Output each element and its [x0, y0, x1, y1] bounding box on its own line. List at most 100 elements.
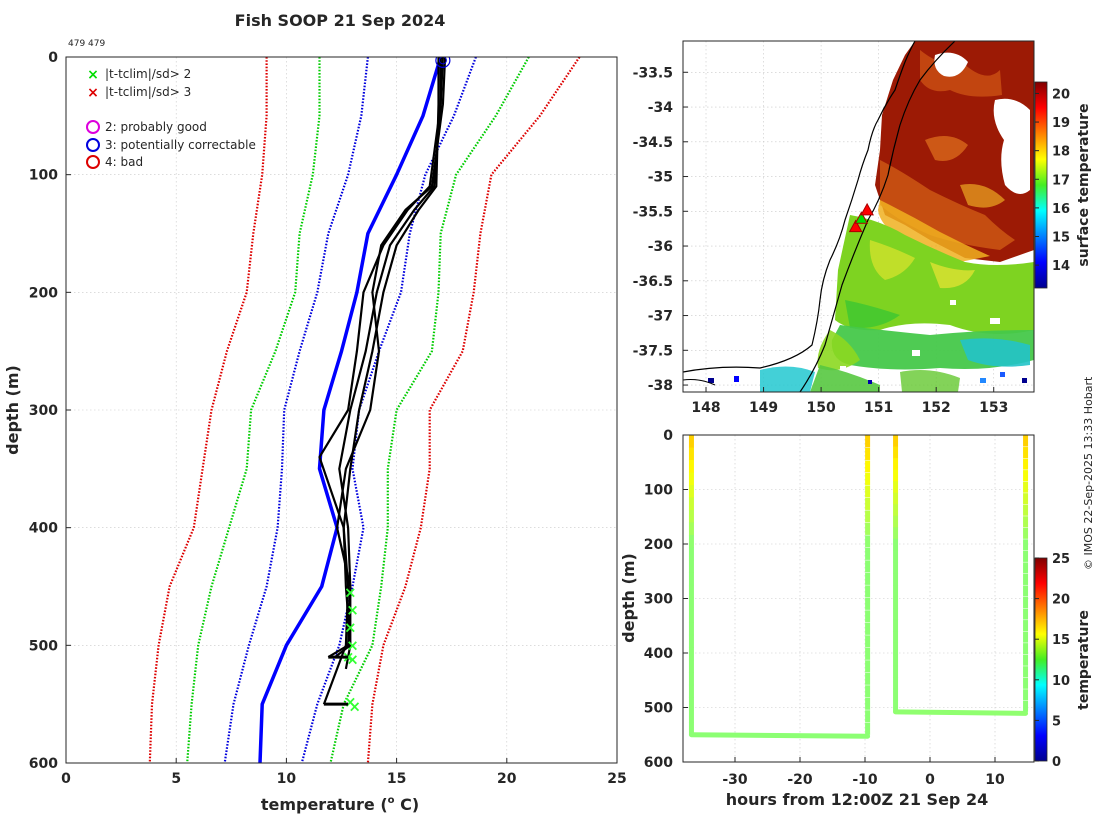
- x-tick-label: 148: [691, 400, 720, 416]
- track-marker-icon: [848, 219, 863, 233]
- flag-marker-green-icon: ×: [344, 583, 357, 601]
- legend-label: 3: potentially correctable: [105, 138, 256, 152]
- series-line: [366, 57, 581, 763]
- y-tick-label: 100: [644, 483, 673, 499]
- circle-marker-magenta-icon: [86, 120, 100, 134]
- colorbar-tick-label: 25: [1052, 552, 1070, 567]
- y-tick-label: 0: [663, 428, 673, 444]
- x-tick-label: 149: [749, 400, 778, 416]
- legend-label: |t-tclim|/sd> 2: [105, 67, 191, 81]
- series-group-a: ××××××××: [148, 57, 581, 763]
- y-tick-label: 400: [29, 521, 58, 537]
- series-group-c: [688, 435, 1029, 739]
- series-line: [148, 57, 268, 763]
- chart-title: Fish SOOP 21 Sep 2024: [235, 11, 446, 30]
- profile-line: [318, 57, 444, 658]
- profile-line: [322, 57, 440, 705]
- series-line: [329, 57, 530, 763]
- temperature-profile-chart: Fish SOOP 21 Sep 2024 479 479 ×××××××× 0…: [3, 11, 627, 814]
- x-tick-label: 151: [864, 400, 893, 416]
- y-tick-label: -37: [648, 309, 673, 325]
- x-tick-label: 153: [979, 400, 1008, 416]
- flag-marker-green-icon: ×: [346, 636, 359, 654]
- coastline: [683, 41, 916, 373]
- y-tick-label: -36.5: [633, 274, 673, 290]
- legend-item-potentially-correctable: 3: potentially correctable: [86, 138, 256, 152]
- x-tick-label: 5: [171, 771, 181, 787]
- y-tick-label: 600: [644, 755, 673, 771]
- legend-label: |t-tclim|/sd> 3: [105, 85, 191, 99]
- colorbar-label-c: temperature: [1076, 610, 1092, 710]
- colorbar-tick-label: 15: [1052, 231, 1070, 246]
- colorbar-ticks-c: 0 5 10 15 20 25: [1035, 552, 1070, 770]
- colorbar-tick-label: 0: [1052, 755, 1061, 770]
- x-tick-label: 0: [925, 772, 935, 788]
- colorbar-tick-label: 20: [1052, 593, 1070, 608]
- series-line: [186, 57, 321, 763]
- legend-item-probably-good: 2: probably good: [86, 120, 207, 134]
- colorbar-tick-label: 10: [1052, 674, 1070, 689]
- qc-flag-marker: [435, 57, 451, 68]
- flag-marker-green-icon: ×: [344, 619, 357, 637]
- y-tick-label: 500: [29, 638, 58, 654]
- colorbar-tick-label: 16: [1052, 202, 1070, 217]
- profile-line: [336, 57, 447, 670]
- track: [848, 202, 874, 233]
- surface-temperature-map: 148 149 150 151 152 153 -33.5 -34 -34.5 -35 -35.5 -…: [633, 40, 1092, 416]
- flag-marker-green-icon: ×: [344, 693, 357, 711]
- colorbar-tick-label: 20: [1052, 87, 1070, 102]
- cool-water-region: [835, 215, 1034, 334]
- y-tick-label: 300: [644, 592, 673, 608]
- y-tick-label: 200: [29, 285, 58, 301]
- shelf-edge: [799, 41, 956, 392]
- y-tick-label: -33.5: [633, 65, 673, 81]
- flag-marker-green-icon: ×: [346, 650, 359, 668]
- colorbar-ticks-b: 14 15 16 17 18 19 20: [1035, 87, 1070, 274]
- colorbar-tick-label: 14: [1052, 259, 1070, 274]
- x-tick-label: 10: [277, 771, 297, 787]
- y-tick-label: -34: [648, 100, 674, 116]
- series-line: [258, 57, 443, 763]
- colorbar-tick-label: 15: [1052, 633, 1070, 648]
- colorbar-tick-label: 19: [1052, 116, 1070, 131]
- legend-item-bad: 4: bad: [86, 155, 143, 169]
- x-marker-red-icon: ×: [87, 85, 99, 101]
- y-tick-label: 200: [644, 537, 673, 553]
- colorbar-label-b: surface temperature: [1076, 103, 1092, 266]
- x-tick-label: 25: [607, 771, 626, 787]
- colorbar-surface-temperature: [1034, 81, 1048, 289]
- map-area: [683, 41, 1034, 392]
- y-tick-label: 0: [48, 50, 58, 66]
- colorbar-tick-label: 5: [1052, 714, 1061, 729]
- y-tick-label: -34.5: [633, 135, 673, 151]
- y-tick-label: 300: [29, 403, 58, 419]
- colorbar-tick-label: 17: [1052, 173, 1070, 188]
- x-tick-label: -20: [787, 772, 813, 788]
- y-tick-label: -36: [648, 239, 673, 255]
- x-tick-label: 20: [497, 771, 517, 787]
- y-tick-label: -35: [648, 170, 673, 186]
- y-axis-label-a: depth (m): [3, 365, 22, 455]
- y-axis-label-c: depth (m): [619, 553, 638, 643]
- bottom-track-segment: [688, 732, 871, 739]
- x-tick-label: 0: [61, 771, 71, 787]
- y-tick-label: -37.5: [633, 343, 673, 359]
- flag-marker-green-icon: ×: [348, 698, 361, 716]
- legend-item-tclim-3: × |t-tclim|/sd> 3: [87, 85, 191, 101]
- track-marker-icon: [860, 202, 874, 216]
- qc-flag-marker-inner: [438, 57, 447, 65]
- x-tick-label: -30: [722, 772, 748, 788]
- circle-marker-red-icon: [86, 155, 100, 169]
- x-axis-label-a: temperature (o C): [261, 795, 419, 814]
- credit-text: © IMOS 22-Sep-2025 13:33 Hobart: [1082, 376, 1095, 570]
- y-tick-label: -35.5: [633, 204, 673, 220]
- ticks-a: 0 5 10 15 20 25 0 100 200 300 400 500 600: [29, 50, 627, 787]
- track-marker-icon: [854, 211, 869, 224]
- legend-label: 4: bad: [105, 155, 143, 169]
- y-tick-label: 500: [644, 701, 673, 717]
- circle-marker-blue-icon: [86, 138, 100, 152]
- x-tick-label: 15: [387, 771, 406, 787]
- bottom-track-segment: [893, 709, 1029, 716]
